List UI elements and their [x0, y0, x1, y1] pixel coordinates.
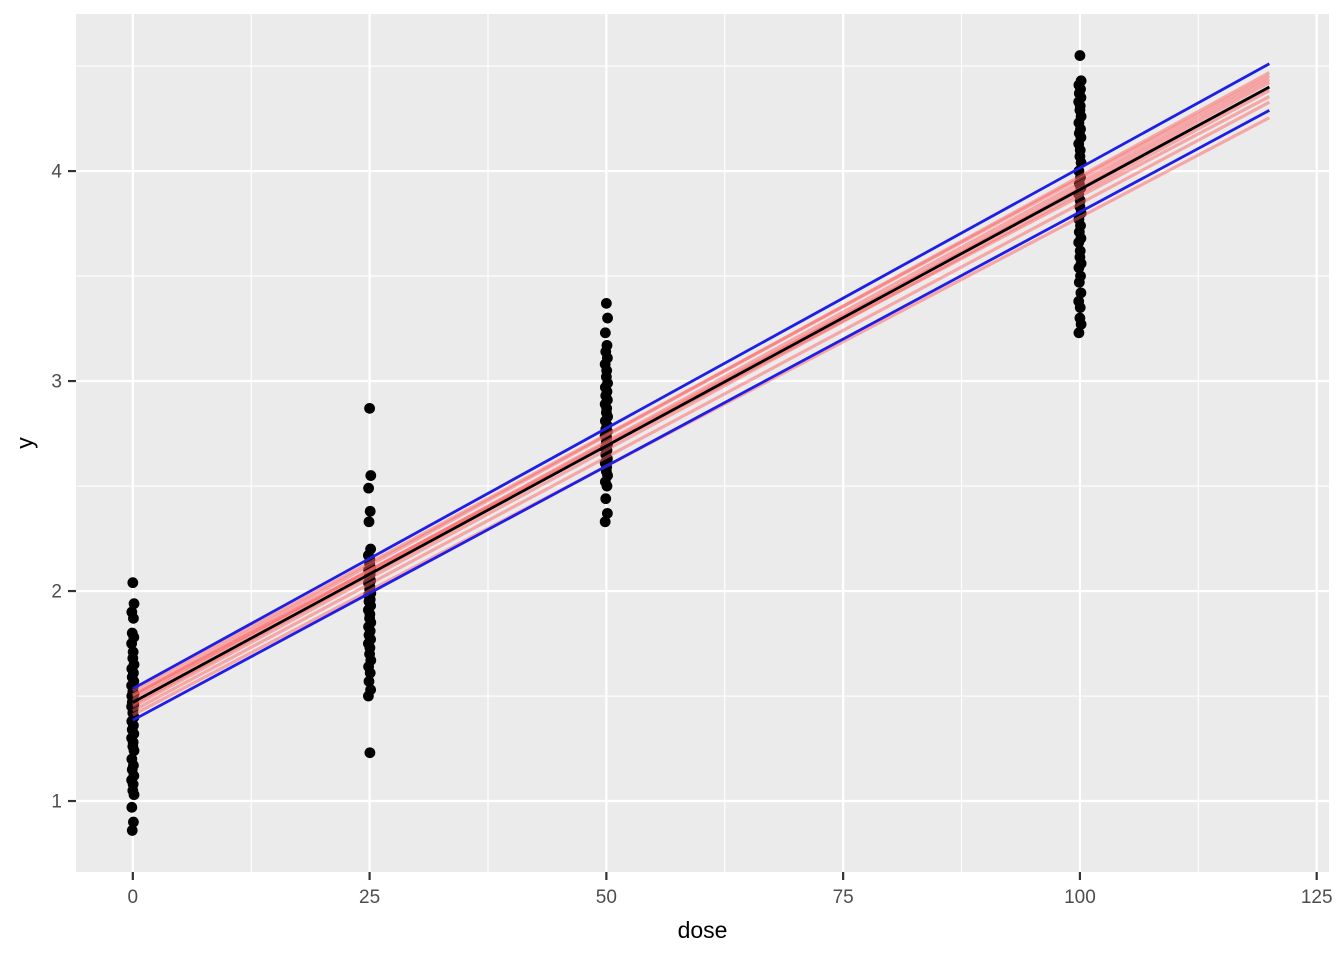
scatter-point [128, 598, 140, 610]
y-axis-title: y [11, 437, 38, 449]
scatter-point [128, 612, 139, 624]
scatter-point [362, 690, 374, 702]
scatter-point [364, 505, 376, 517]
bootstrap-line [132, 74, 1271, 693]
scatter-point [126, 638, 138, 649]
scatter-point [600, 493, 612, 505]
scatter-point [128, 745, 140, 757]
y-tick-label: 3 [51, 372, 62, 393]
x-axis-title: dose [677, 917, 728, 943]
scatter-point [365, 470, 377, 481]
ci-line-lower [132, 109, 1270, 722]
scatter-point [1073, 276, 1085, 288]
scatter-point [126, 801, 138, 813]
scatter-point [601, 507, 613, 519]
scatter-point [364, 747, 376, 759]
scatter-point [127, 577, 139, 589]
y-tick-label: 1 [51, 792, 62, 813]
scatter-point [1074, 50, 1086, 61]
x-tick-label: 0 [128, 887, 139, 908]
scatter-point [601, 480, 613, 492]
y-tick-label: 4 [51, 162, 62, 183]
scatter-point [599, 327, 611, 339]
scatter-point [1073, 327, 1085, 339]
x-tick-label: 75 [833, 887, 854, 908]
x-tick-label: 25 [359, 887, 380, 908]
x-tick-label: 50 [596, 887, 617, 908]
fit-line [132, 85, 1270, 704]
scatter-point [602, 312, 613, 324]
scatter-point [1073, 237, 1085, 248]
scatter-point [600, 297, 612, 309]
x-tick-label: 100 [1064, 887, 1096, 908]
scatter-point [126, 825, 138, 836]
scatter-point [1075, 287, 1087, 299]
scatter-point [128, 789, 140, 801]
scatter-point [363, 675, 375, 687]
scatter-point [599, 516, 611, 528]
scatter-point [364, 402, 375, 414]
bootstrap-line [132, 89, 1271, 708]
bootstrap-line [132, 100, 1271, 713]
y-tick-label: 2 [51, 582, 62, 603]
scatter-point [128, 816, 139, 828]
scatter-point [1075, 318, 1087, 330]
scatter-point [363, 516, 375, 528]
scatter-point [364, 667, 376, 679]
scatter-point [1074, 302, 1086, 313]
scatter-point [1073, 262, 1085, 274]
ci-line-upper [132, 62, 1271, 690]
scatter-point [363, 482, 374, 494]
x-tick-label: 125 [1301, 887, 1333, 908]
